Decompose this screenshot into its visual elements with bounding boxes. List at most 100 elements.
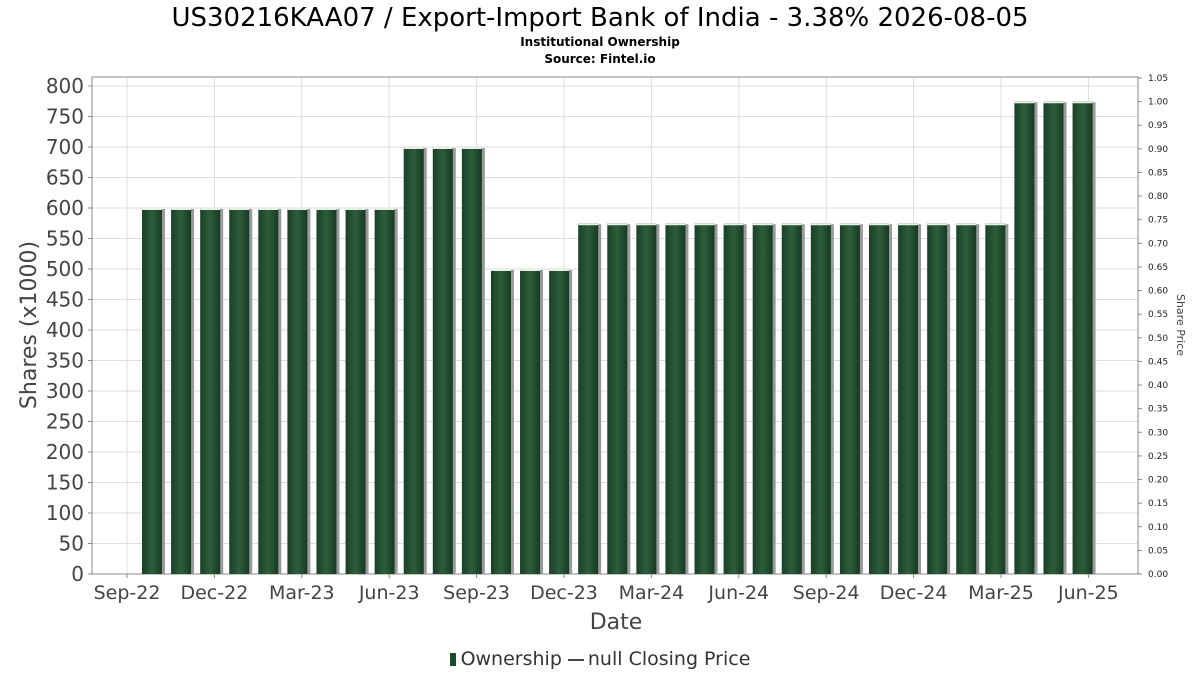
y-tick-label: 250 (46, 410, 84, 434)
bar (636, 223, 660, 574)
bar-body (927, 223, 948, 574)
x-tick-label: Sep-22 (94, 582, 161, 604)
bar (956, 223, 980, 574)
bar (752, 223, 776, 574)
bar-body (1072, 101, 1093, 574)
bar-top (636, 223, 657, 226)
y2-tick-label: 0.70 (1148, 239, 1168, 249)
bar-top (694, 223, 715, 226)
bar-top (607, 223, 628, 226)
bar-body (607, 223, 628, 574)
bar-top (345, 208, 366, 210)
bar-top (752, 223, 773, 226)
bar-body (1014, 101, 1035, 574)
bar-body (258, 208, 279, 574)
bar-body (723, 223, 744, 574)
x-tick-label: Jun-24 (707, 582, 769, 604)
y-tick-label: 550 (46, 227, 84, 251)
bar (1014, 101, 1038, 574)
y-tick-label: 800 (46, 74, 84, 98)
bar-body (578, 223, 599, 574)
chart-title: US30216KAA07 / Export-Import Bank of Ind… (171, 3, 1029, 33)
bar-body (200, 208, 221, 574)
y2-tick-label: 0.65 (1148, 263, 1168, 273)
bar (171, 208, 195, 574)
x-tick-label: Sep-24 (793, 582, 860, 604)
y2-tick-label: 0.75 (1148, 216, 1168, 226)
bar-top (781, 223, 802, 226)
bar-body (694, 223, 715, 574)
y-tick-label: 150 (46, 471, 84, 495)
bar-body (869, 223, 889, 574)
bar-top (520, 269, 541, 271)
bar-body (839, 223, 860, 574)
bar-body (432, 147, 453, 574)
y2-tick-label: 0.40 (1148, 381, 1168, 391)
y-axis-label: Shares (x1000) (17, 241, 42, 409)
bar (665, 223, 689, 574)
y2-tick-label: 0.45 (1148, 357, 1168, 367)
y-tick-label: 450 (46, 288, 84, 312)
bar-top (549, 269, 570, 271)
y-tick-label: 50 (59, 532, 84, 556)
bar-body (520, 269, 541, 574)
bar-top (374, 208, 395, 210)
y2-tick-label: 0.85 (1148, 168, 1168, 178)
bar-top (142, 208, 162, 210)
bar-body (1043, 101, 1064, 574)
bar (520, 269, 544, 574)
bar-body (665, 223, 686, 574)
bar-body (956, 223, 977, 574)
y2-tick-label: 0.80 (1148, 192, 1168, 202)
bar-top (490, 269, 511, 271)
bar-top (461, 147, 482, 149)
bar (258, 208, 282, 574)
y2-tick-label: 0.60 (1148, 287, 1168, 297)
bar (810, 223, 834, 574)
bar-top (956, 223, 977, 226)
bar-body (810, 223, 831, 574)
y2-tick-label: 0.15 (1148, 499, 1168, 509)
bar-body (171, 208, 192, 574)
y-tick-label: 600 (46, 196, 84, 220)
bar (607, 223, 631, 574)
bar (985, 223, 1009, 574)
x-tick-label: Dec-22 (180, 582, 248, 604)
y-tick-label: 700 (46, 135, 84, 159)
y2-tick-label: 0.00 (1148, 570, 1168, 580)
bar (403, 147, 427, 574)
legend-ownership-label: Ownership (460, 648, 562, 670)
bar-body (549, 269, 570, 574)
bar-top (810, 223, 831, 226)
x-tick-label: Jun-25 (1057, 582, 1119, 604)
y2-tick-label: 0.95 (1148, 121, 1168, 131)
bar (549, 269, 573, 574)
bar-body (490, 269, 511, 574)
y2-axis: 0.00 0.05 0.10 0.15 0.20 0.25 0.30 0.35 0.40 0.45… (1138, 74, 1168, 580)
bar-body (752, 223, 773, 574)
chart-svg: 0 50 100 150 200 250 300 350 400 450 500 550 600 650 7… (17, 74, 1187, 635)
bar-top (258, 208, 279, 210)
x-tick-label: Dec-23 (530, 582, 598, 604)
bar (1072, 101, 1096, 574)
bar (490, 269, 514, 574)
y-tick-label: 300 (46, 379, 84, 403)
bar-top (287, 208, 308, 210)
bar-top (665, 223, 686, 226)
bar-body (316, 208, 337, 574)
y2-tick-label: 0.90 (1148, 145, 1168, 155)
bar-top (200, 208, 221, 210)
x-tick-label: Dec-24 (880, 582, 948, 604)
bar (869, 223, 892, 574)
y2-axis-label: Share Price (1174, 294, 1187, 356)
bar-top (839, 223, 860, 226)
bar-top (316, 208, 337, 210)
y2-tick-label: 0.55 (1148, 310, 1168, 320)
bar-top (1043, 101, 1064, 104)
bar-body (403, 147, 424, 574)
bar-top (869, 223, 889, 226)
y2-tick-label: 0.10 (1148, 523, 1168, 533)
y-tick-label: 750 (46, 105, 84, 129)
bar (374, 208, 398, 574)
y-axis: 0 50 100 150 200 250 300 350 400 450 500 550 600 650 7… (46, 74, 92, 586)
